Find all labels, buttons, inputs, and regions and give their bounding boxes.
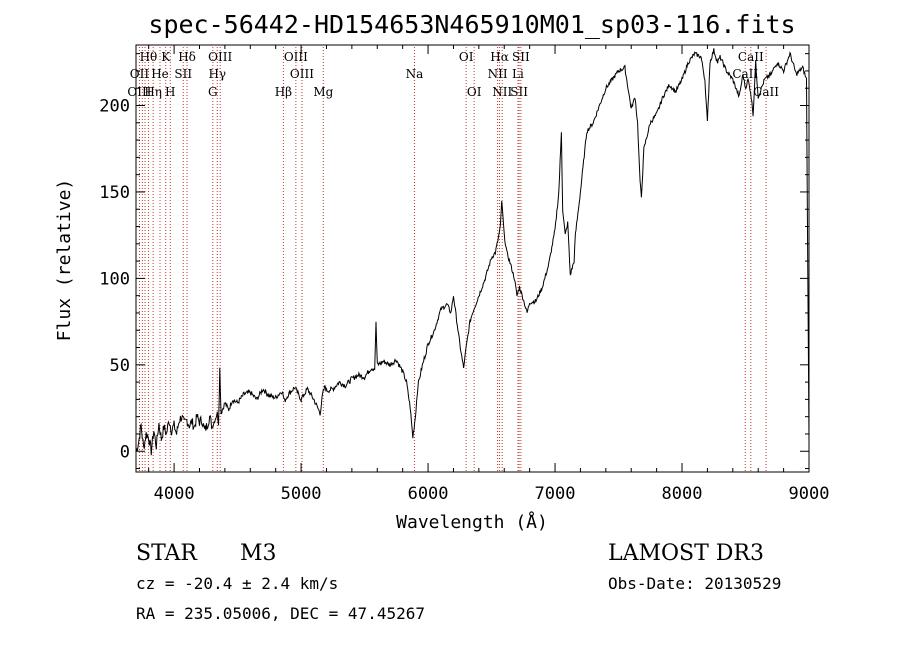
obs-date: Obs-Date: 20130529: [608, 574, 781, 593]
y-axis-label: Flux (relative): [54, 179, 75, 342]
x-tick-label: 6000: [408, 484, 449, 504]
emission-line-label: SII: [174, 67, 192, 81]
emission-line-label: H: [165, 85, 175, 99]
emission-line-label: Mg: [313, 85, 333, 99]
emission-line-label: OIII: [290, 67, 314, 81]
flux-curve: [135, 48, 810, 456]
x-tick-label: 8000: [662, 484, 703, 504]
emission-line-label: Na: [406, 67, 424, 81]
emission-line-label: Hθ: [140, 50, 158, 64]
axis-ticks: 4000 5000 6000 7000 8000 9000 0 50 100 150 200: [99, 45, 829, 504]
emission-line-label: He: [151, 67, 169, 81]
emission-line-label: CaII: [738, 50, 764, 64]
y-tick-label: 50: [110, 356, 130, 376]
y-tick-label: 200: [99, 97, 130, 117]
y-tick-label: 0: [120, 442, 130, 462]
survey-label: LAMOST DR3: [608, 541, 764, 566]
emission-line-label: NII: [488, 67, 508, 81]
emission-line-label: OIII: [284, 50, 308, 64]
emission-line-label: Hη: [144, 85, 162, 99]
emission-line-label: OI: [467, 85, 482, 99]
subclass: M3: [240, 541, 277, 566]
emission-line-label: SII: [510, 85, 528, 99]
object-type: STAR: [136, 541, 198, 566]
emission-line-label: OI: [459, 50, 474, 64]
plot-frame: [135, 44, 810, 473]
emission-line-label: Hγ: [208, 67, 226, 81]
emission-line-label: CaII: [732, 67, 758, 81]
emission-line-label: OII: [130, 67, 150, 81]
ra-dec: RA = 235.05006, DEC = 47.45267: [136, 604, 425, 623]
emission-line-label: OIII: [208, 50, 232, 64]
x-tick-label: 9000: [789, 484, 830, 504]
emission-line-label: CaII: [753, 85, 779, 99]
emission-line-label: Hδ: [178, 50, 196, 64]
y-tick-label: 150: [99, 183, 130, 203]
cz-value: cz = -20.4 ± 2.4 km/s: [136, 574, 338, 593]
emission-line-label: Hβ: [275, 85, 292, 99]
chart-title: spec-56442-HD154653N465910M01_sp03-116.f…: [148, 10, 795, 39]
x-axis-label: Wavelength (Å): [396, 511, 548, 533]
x-tick-label: 5000: [281, 484, 322, 504]
emission-line-label: K: [161, 50, 171, 64]
x-tick-label: 7000: [535, 484, 576, 504]
line-markers: [138, 47, 767, 472]
emission-line-label: Li: [512, 67, 524, 81]
y-tick-label: 100: [99, 269, 130, 289]
emission-line-label: OIII: [127, 85, 151, 99]
emission-line-label: G: [208, 85, 218, 99]
emission-line-label: SII: [512, 50, 530, 64]
emission-line-label: Hα: [490, 50, 509, 64]
x-tick-label: 4000: [154, 484, 195, 504]
emission-line-label: NII: [492, 85, 512, 99]
